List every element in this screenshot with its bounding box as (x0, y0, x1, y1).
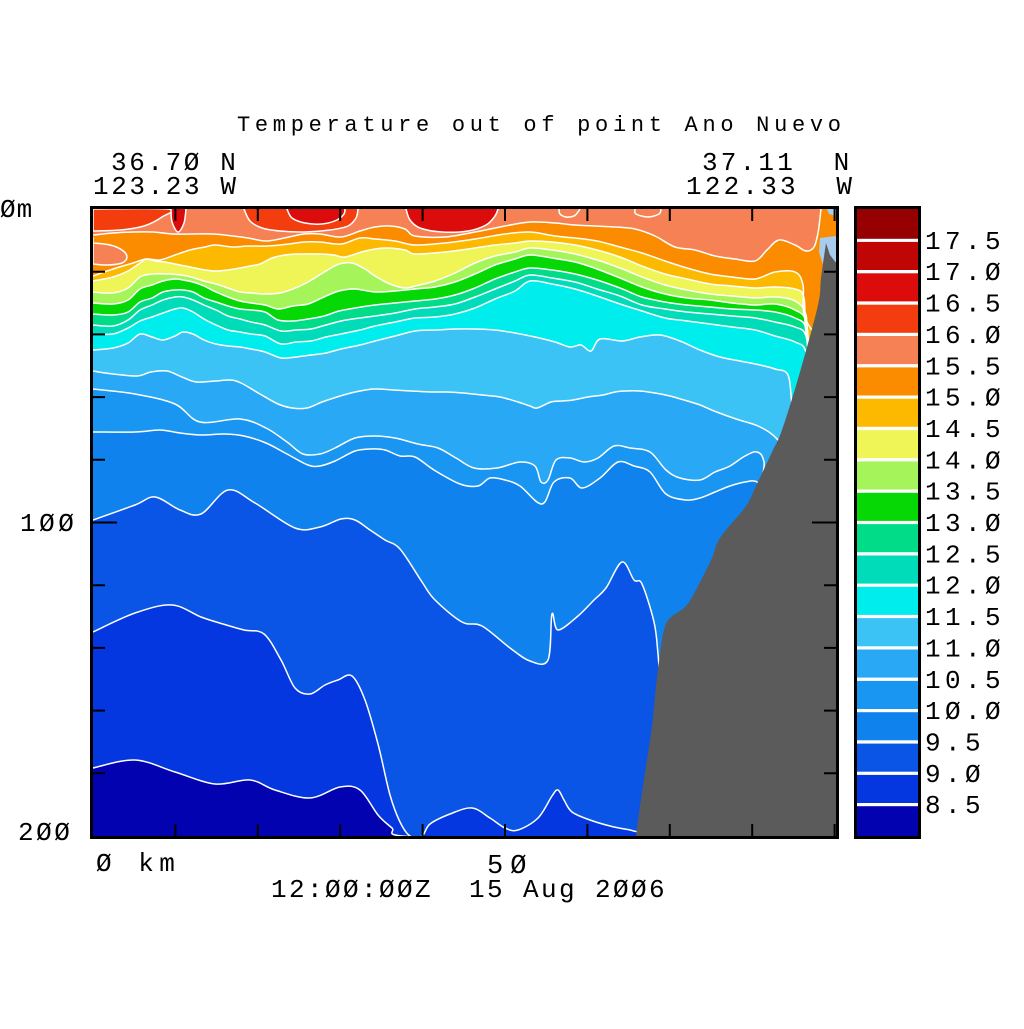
svg-text:5Ø: 5Ø (487, 852, 533, 882)
svg-text:13.Ø: 13.Ø (925, 509, 1005, 539)
svg-text:15.Ø: 15.Ø (925, 384, 1005, 414)
svg-text:10.5: 10.5 (925, 666, 1005, 696)
svg-text:122.33 W: 122.33 W (686, 172, 855, 202)
svg-text:36.7Ø N: 36.7Ø N (111, 148, 238, 178)
svg-text:15.5: 15.5 (925, 352, 1005, 382)
svg-text:17.Ø: 17.Ø (925, 258, 1005, 288)
svg-text:16.Ø: 16.Ø (925, 321, 1005, 351)
svg-text:Temperature out of point Ano N: Temperature out of point Ano Nuevo (237, 113, 846, 138)
svg-text:12.5: 12.5 (925, 540, 1005, 570)
svg-text:14.5: 14.5 (925, 415, 1005, 445)
svg-text:14.Ø: 14.Ø (925, 446, 1005, 476)
svg-text:9.Ø: 9.Ø (925, 760, 985, 790)
svg-text:8.5: 8.5 (925, 791, 985, 821)
svg-text:9.5: 9.5 (925, 728, 985, 758)
svg-text:11.5: 11.5 (925, 603, 1005, 633)
svg-text:11.Ø: 11.Ø (925, 634, 1005, 664)
svg-text:Øm: Øm (0, 195, 33, 225)
svg-text:13.5: 13.5 (925, 478, 1005, 508)
svg-text:16.5: 16.5 (925, 290, 1005, 320)
svg-text:12:ØØ:ØØZ 15 Aug 2ØØ6: 12:ØØ:ØØZ 15 Aug 2ØØ6 (271, 875, 667, 905)
svg-text:12.Ø: 12.Ø (925, 572, 1005, 602)
svg-text:37.11 N: 37.11 N (702, 148, 852, 178)
svg-text:Ø km: Ø km (96, 849, 180, 879)
svg-text:1ØØ: 1ØØ (20, 509, 77, 539)
svg-text:2ØØ: 2ØØ (18, 818, 72, 848)
svg-text:123.23 W: 123.23 W (93, 172, 239, 202)
svg-text:17.5: 17.5 (925, 227, 1005, 257)
svg-text:1Ø.Ø: 1Ø.Ø (925, 697, 1005, 727)
